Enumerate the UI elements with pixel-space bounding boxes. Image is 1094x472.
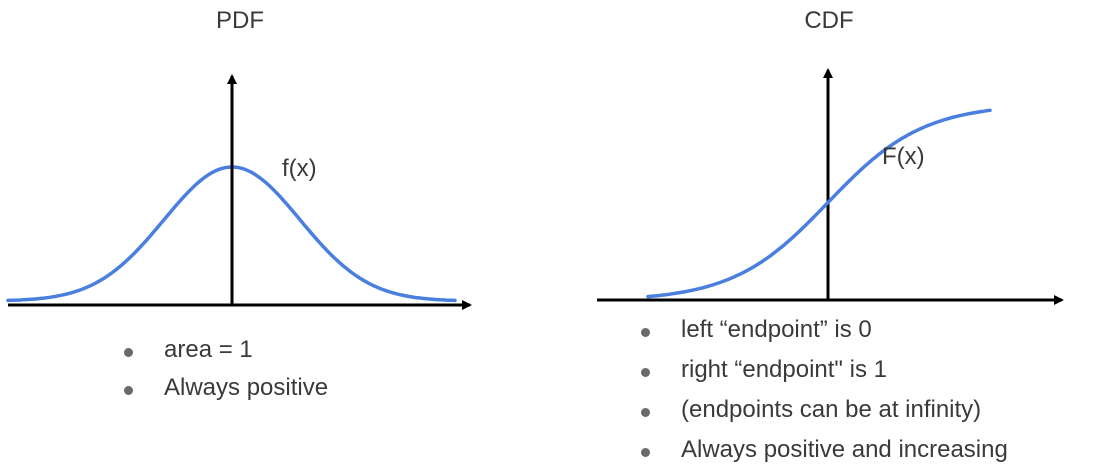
bullet-icon <box>641 448 650 457</box>
bullet-icon <box>124 348 133 357</box>
bullet-icon <box>641 408 650 417</box>
bullet-text: Always positive and increasing <box>681 436 1008 463</box>
pdf-bullet-list: area = 1 Always positive <box>120 333 328 409</box>
cdf-bullet-list: left “endpoint” is 0 right “endpoint" is… <box>637 312 1008 472</box>
bullet-icon <box>124 386 133 395</box>
cdf-curve-label: F(x) <box>882 143 925 170</box>
cdf-curve <box>646 108 992 299</box>
pdf-title: PDF <box>216 7 264 34</box>
pdf-panel: f(x) <box>6 74 472 310</box>
list-item: area = 1 <box>120 333 328 371</box>
bullet-icon <box>641 368 650 377</box>
bullet-text: (endpoints can be at infinity) <box>681 396 982 423</box>
list-item: Always positive and increasing <box>637 432 1008 472</box>
bullet-text: left “endpoint” is 0 <box>681 316 872 343</box>
list-item: left “endpoint” is 0 <box>637 312 1008 352</box>
bullet-text: Always positive <box>164 374 329 401</box>
list-item: (endpoints can be at infinity) <box>637 392 1008 432</box>
pdf-curve-label: f(x) <box>282 155 317 182</box>
cdf-title: CDF <box>804 7 854 34</box>
list-item: right “endpoint" is 1 <box>637 352 1008 392</box>
bullet-text: right “endpoint" is 1 <box>681 356 887 383</box>
bullet-icon <box>641 328 650 337</box>
bullet-text: area = 1 <box>164 336 253 363</box>
list-item: Always positive <box>120 371 328 409</box>
cdf-panel: F(x) <box>597 68 1064 305</box>
